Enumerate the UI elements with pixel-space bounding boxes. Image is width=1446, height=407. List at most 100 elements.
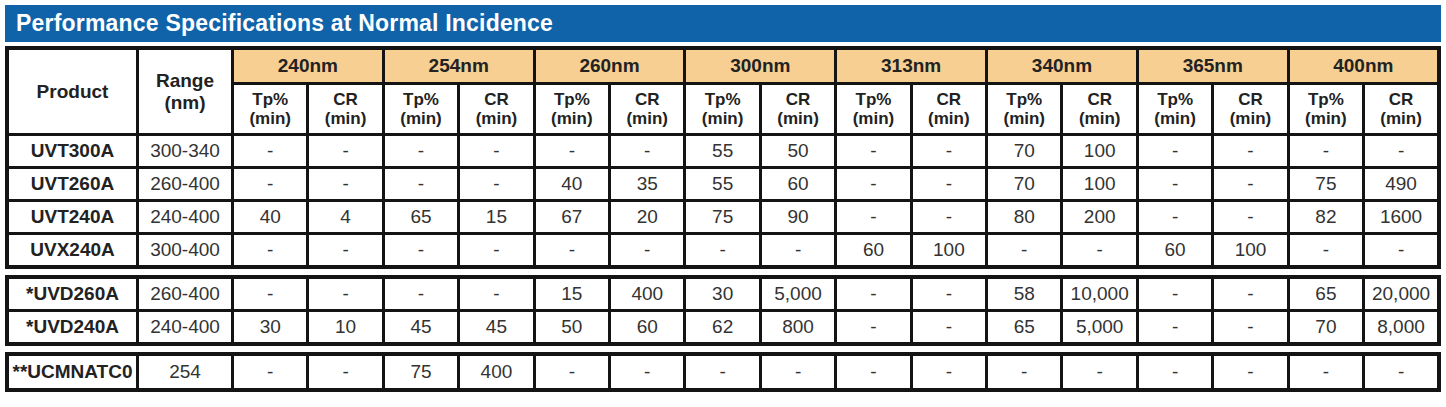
cr-value-cell: - [1213,277,1288,311]
tp-value-cell: - [836,168,911,201]
cr-value-cell: - [760,354,835,390]
cr-value-cell: 10 [308,311,383,345]
wavelength-header: 300nm [685,48,836,84]
cr-label: CR [1063,90,1135,109]
cr-value-cell: 100 [911,234,986,268]
tp-value-cell: 55 [685,168,760,201]
table-row: *UVD240A240-40030104545506062800--655,00… [7,311,1439,345]
tp-value-cell: - [1137,135,1212,168]
tp-value-cell: - [1137,277,1212,311]
cr-value-cell: 200 [1062,201,1137,234]
tp-value-cell: - [383,234,458,268]
cr-min-header: CR(min) [459,84,534,135]
cr-value-cell: - [1213,135,1288,168]
cr-label: CR [1365,90,1437,109]
tp-value-cell: 15 [534,277,609,311]
range-cell: 260-400 [138,168,233,201]
min-label: (min) [1139,109,1211,128]
tp-value-cell: 65 [987,311,1062,345]
cr-value-cell: 8,000 [1364,311,1439,345]
min-label: (min) [1365,109,1437,128]
tp-value-cell: 45 [383,311,458,345]
cr-value-cell: 35 [610,168,685,201]
cr-value-cell: - [308,234,383,268]
cr-value-cell: - [1364,135,1439,168]
tp-value-cell: - [1137,201,1212,234]
tp-value-cell: - [233,168,308,201]
cr-value-cell: - [911,311,986,345]
range-column-header: Range(nm) [138,48,233,135]
range-header-line1: Range [139,70,231,91]
min-label: (min) [837,109,909,128]
cr-value-cell: - [1364,354,1439,390]
tp-min-header: Tp%(min) [1288,84,1363,135]
tp-value-cell: 82 [1288,201,1363,234]
cr-value-cell: 90 [760,201,835,234]
tp-value-cell: 65 [383,201,458,234]
cr-value-cell: 400 [459,354,534,390]
cr-value-cell: - [911,135,986,168]
min-label: (min) [611,109,683,128]
cr-value-cell: - [459,277,534,311]
spec-table-ucm: **UCMNATC0254--75400------------ [5,352,1441,392]
cr-value-cell: 1600 [1364,201,1439,234]
cr-value-cell: - [308,354,383,390]
tp-value-cell: - [534,234,609,268]
spec-sheet-page: Performance Specifications at Normal Inc… [0,0,1446,407]
tp-value-cell: 40 [233,201,308,234]
tp-label: Tp% [536,90,608,109]
tp-value-cell: - [534,135,609,168]
tp-value-cell: - [534,354,609,390]
cr-value-cell: - [911,354,986,390]
tp-value-cell: - [836,135,911,168]
table-row: *UVD260A260-400----15400305,000--5810,00… [7,277,1439,311]
tp-value-cell: 75 [383,354,458,390]
cr-value-cell: 800 [760,311,835,345]
cr-value-cell: 100 [1062,168,1137,201]
cr-value-cell: - [610,234,685,268]
cr-value-cell: 60 [760,168,835,201]
min-label: (min) [460,109,532,128]
range-cell: 300-340 [138,135,233,168]
table-title: Performance Specifications at Normal Inc… [16,10,553,37]
table-row: UVX240A300-400--------60100--60100-- [7,234,1439,268]
cr-value-cell: - [459,168,534,201]
product-name-cell: *UVD240A [7,311,138,345]
cr-value-cell: 100 [1213,234,1288,268]
cr-value-cell: - [610,135,685,168]
cr-label: CR [460,90,532,109]
min-label: (min) [762,109,834,128]
tp-value-cell: 30 [685,277,760,311]
cr-value-cell: 5,000 [760,277,835,311]
product-name-cell: *UVD260A [7,277,138,311]
wavelength-header: 313nm [836,48,987,84]
tp-value-cell: - [383,135,458,168]
tp-value-cell: - [383,168,458,201]
cr-label: CR [1214,90,1286,109]
tp-label: Tp% [1290,90,1362,109]
cr-min-header: CR(min) [1364,84,1439,135]
product-name-cell: UVT240A [7,201,138,234]
tp-value-cell: - [1288,354,1363,390]
tp-value-cell: - [685,234,760,268]
tp-value-cell: 40 [534,168,609,201]
table-row: UVT260A260-400----40355560--70100--75490 [7,168,1439,201]
product-name-cell: UVX240A [7,234,138,268]
cr-value-cell: - [1062,354,1137,390]
cr-value-cell: 45 [459,311,534,345]
cr-min-header: CR(min) [1062,84,1137,135]
cr-value-cell: 60 [610,311,685,345]
tp-value-cell: 62 [685,311,760,345]
min-label: (min) [913,109,985,128]
tp-value-cell: - [1288,135,1363,168]
min-label: (min) [1290,109,1362,128]
tp-value-cell: 80 [987,201,1062,234]
tp-label: Tp% [837,90,909,109]
cr-value-cell: - [1213,201,1288,234]
range-cell: 254 [138,354,233,390]
min-label: (min) [234,109,306,128]
wavelength-header: 254nm [383,48,534,84]
tp-value-cell: 55 [685,135,760,168]
tp-value-cell: 75 [1288,168,1363,201]
min-label: (min) [686,109,758,128]
